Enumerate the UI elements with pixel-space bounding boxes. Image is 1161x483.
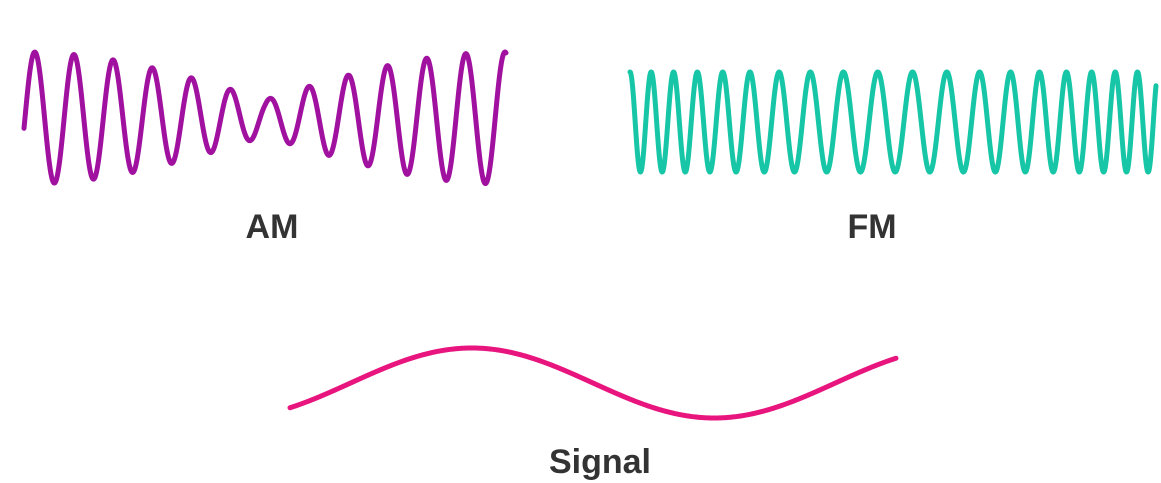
fm-label: FM <box>847 208 897 246</box>
fm-wave <box>627 69 1159 175</box>
am-wave <box>21 49 509 187</box>
signal-wave <box>287 345 899 421</box>
signal-label: Signal <box>548 443 652 481</box>
am-label: AM <box>245 208 299 246</box>
